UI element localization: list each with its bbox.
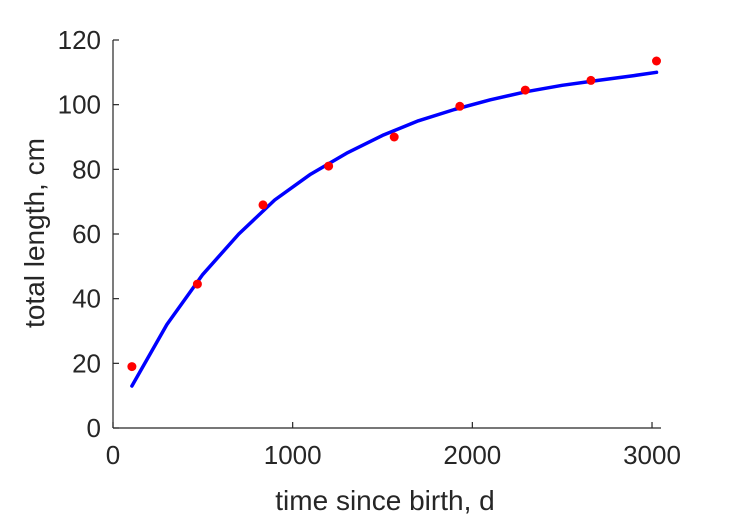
data-point [520, 85, 530, 95]
y-tick-label: 40 [72, 284, 101, 314]
data-point [192, 279, 202, 289]
data-point [324, 161, 334, 171]
x-ticks: 0 1000 2000 3000 [106, 422, 681, 470]
x-tick-label: 1000 [264, 440, 322, 470]
x-axis-label: time since birth, d [275, 485, 494, 516]
x-tick-label: 3000 [623, 440, 681, 470]
y-tick-label: 60 [72, 219, 101, 249]
data-point [389, 132, 399, 142]
fit-curve-layer [130, 70, 659, 388]
y-tick-label: 100 [58, 90, 101, 120]
observed-points-layer [127, 56, 661, 372]
y-axis-label: total length, cm [19, 138, 50, 328]
data-point [652, 56, 661, 66]
data-point [586, 75, 596, 85]
data-point [455, 101, 465, 111]
x-tick-label: 0 [106, 440, 120, 470]
y-tick-label: 80 [72, 154, 101, 184]
data-point [258, 200, 268, 210]
fit-curve [130, 70, 659, 388]
y-ticks: 0 20 40 60 80 100 120 [58, 25, 119, 443]
x-tick-label: 2000 [443, 440, 501, 470]
axes [112, 40, 661, 429]
data-point [127, 362, 137, 372]
y-tick-label: 0 [87, 413, 101, 443]
y-tick-label: 120 [58, 25, 101, 55]
y-tick-label: 20 [72, 348, 101, 378]
